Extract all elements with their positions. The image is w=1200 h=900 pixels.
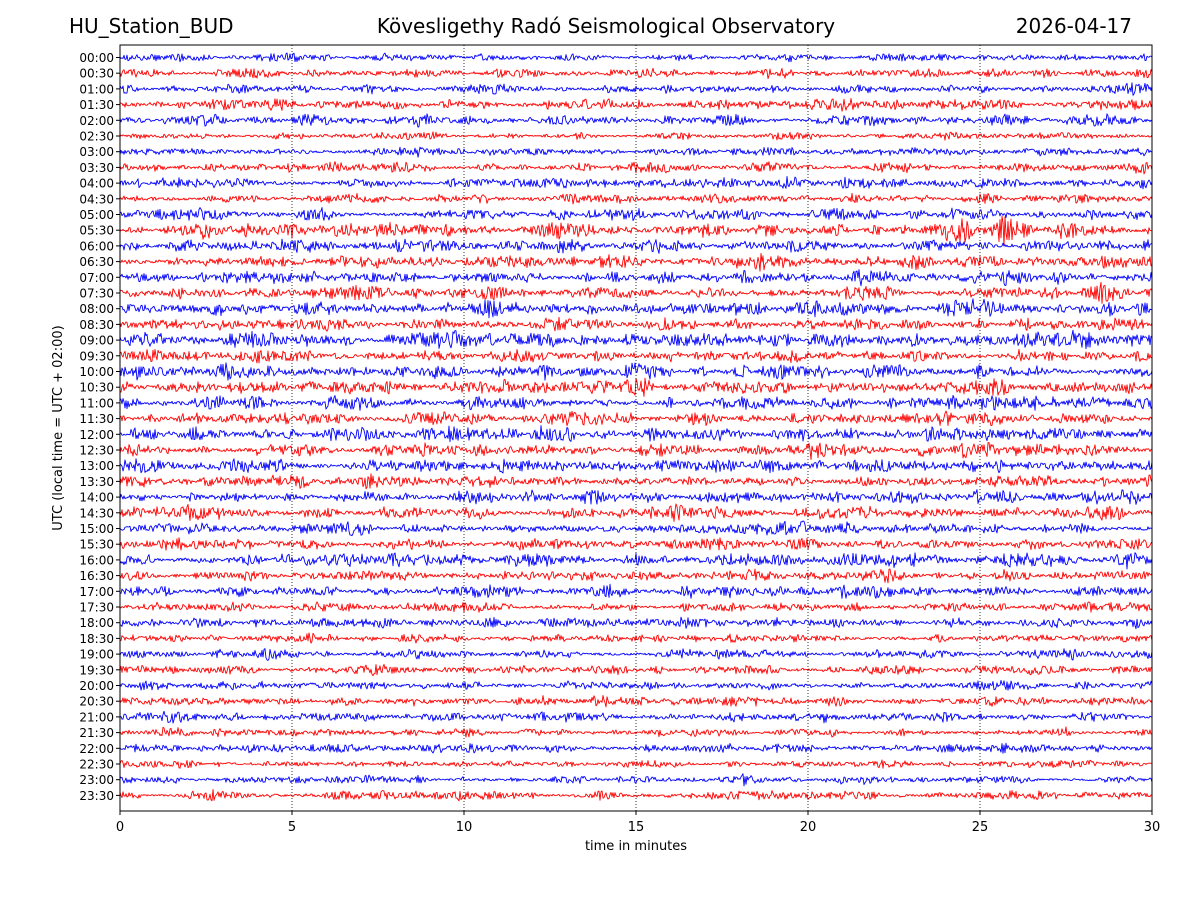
x-tick-label: 0 — [116, 820, 124, 835]
trace-row-1630 — [119, 568, 1153, 584]
gridlines — [291, 45, 981, 811]
trace-row-0430 — [119, 192, 1153, 205]
y-tick-label: 14:00 — [79, 491, 114, 505]
trace-row-2300 — [119, 773, 1153, 787]
record-date: 2026-04-17 — [1015, 14, 1132, 38]
y-tick-label: 18:00 — [79, 616, 114, 630]
trace-row-0300 — [119, 146, 1153, 158]
trace-row-1600 — [119, 552, 1153, 570]
y-tick-label: 21:00 — [79, 710, 114, 724]
y-tick-label: 05:30 — [79, 224, 114, 238]
x-tick-label: 10 — [456, 820, 473, 835]
y-tick-label: 16:30 — [79, 569, 114, 583]
y-tick-label: 00:30 — [79, 67, 114, 81]
trace-row-0630 — [119, 252, 1153, 272]
y-tick-label: 03:00 — [79, 145, 114, 159]
y-tick-label: 06:00 — [79, 239, 114, 253]
trace-row-1830 — [119, 632, 1153, 644]
trace-row-1230 — [119, 442, 1153, 460]
trace-row-2200 — [119, 742, 1153, 754]
y-tick-label: 09:00 — [79, 334, 114, 348]
trace-row-1300 — [119, 458, 1153, 474]
trace-row-2230 — [119, 759, 1153, 769]
y-tick-label: 19:00 — [79, 648, 114, 662]
trace-row-0400 — [119, 175, 1153, 190]
y-tick-label: 06:30 — [79, 255, 114, 269]
x-axis: 0 5 10 15 20 25 30 — [116, 811, 1160, 835]
y-tick-label: 14:30 — [79, 506, 114, 520]
observatory-title: Kövesligethy Radó Seismological Observat… — [376, 14, 836, 38]
y-tick-label: 07:30 — [79, 287, 114, 301]
trace-row-0700 — [119, 269, 1153, 287]
trace-row-0500 — [119, 207, 1153, 221]
trace-row-1200 — [119, 425, 1153, 443]
y-tick-label: 05:00 — [79, 208, 114, 222]
y-tick-label: 07:00 — [79, 271, 114, 285]
y-tick-label: 00:00 — [79, 51, 114, 65]
y-tick-label: 03:30 — [79, 161, 114, 175]
y-tick-label: 22:00 — [79, 742, 114, 756]
y-tick-label: 04:00 — [79, 177, 114, 191]
y-tick-label: 01:00 — [79, 82, 114, 96]
trace-row-1900 — [119, 648, 1153, 661]
y-tick-label: 19:30 — [79, 663, 114, 677]
y-tick-label: 12:30 — [79, 444, 114, 458]
y-axis-label: UTC (local time = UTC + 02:00) — [51, 325, 66, 530]
x-tick-label: 30 — [1144, 820, 1161, 835]
station-name: HU_Station_BUD — [69, 14, 234, 38]
trace-row-0130 — [119, 97, 1153, 112]
y-tick-label: 08:00 — [79, 302, 114, 316]
y-tick-label: 13:00 — [79, 459, 114, 473]
y-tick-label: 23:00 — [79, 773, 114, 787]
y-tick-label: 11:00 — [79, 396, 114, 410]
y-tick-label: 22:30 — [79, 758, 114, 772]
y-tick-label: 15:00 — [79, 522, 114, 536]
y-tick-label: 17:30 — [79, 601, 114, 615]
y-tick-label: 13:30 — [79, 475, 114, 489]
trace-row-0330 — [119, 161, 1153, 175]
y-tick-label: 02:30 — [79, 130, 114, 144]
y-tick-label: 08:30 — [79, 318, 114, 332]
x-axis-label: time in minutes — [585, 839, 687, 854]
x-tick-label: 5 — [288, 820, 296, 835]
trace-row-1000 — [119, 362, 1153, 381]
y-tick-label: 21:30 — [79, 726, 114, 740]
y-tick-label: 11:30 — [79, 412, 114, 426]
y-tick-label: 18:30 — [79, 632, 114, 646]
trace-row-1400 — [119, 489, 1153, 505]
y-tick-label: 10:00 — [79, 365, 114, 379]
y-tick-label: 16:00 — [79, 553, 114, 567]
x-tick-label: 25 — [972, 820, 989, 835]
y-tick-label: 15:30 — [79, 538, 114, 552]
y-tick-label: 09:30 — [79, 349, 114, 363]
y-tick-label: 10:30 — [79, 381, 114, 395]
y-tick-label: 02:00 — [79, 114, 114, 128]
y-tick-label: 04:30 — [79, 192, 114, 206]
x-tick-label: 15 — [628, 820, 645, 835]
y-tick-label: 01:30 — [79, 98, 114, 112]
trace-row-0830 — [119, 316, 1153, 332]
y-tick-label: 17:00 — [79, 585, 114, 599]
trace-row-1430 — [119, 503, 1153, 522]
trace-row-0100 — [119, 82, 1153, 96]
y-tick-label: 23:30 — [79, 789, 114, 803]
y-tick-label: 12:00 — [79, 428, 114, 442]
y-tick-label: 20:30 — [79, 695, 114, 709]
trace-row-0530 — [119, 215, 1153, 246]
y-tick-label: 20:00 — [79, 679, 114, 693]
x-tick-label: 20 — [800, 820, 817, 835]
